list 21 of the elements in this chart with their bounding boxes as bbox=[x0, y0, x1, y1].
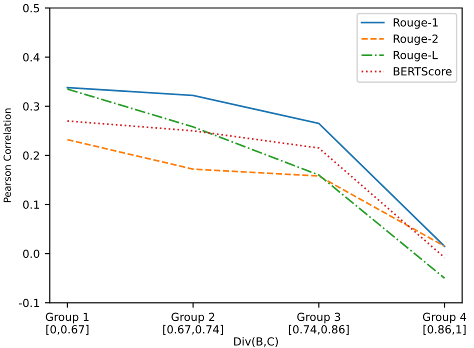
y-tick-label: -0.1 bbox=[18, 298, 40, 308]
x-tick-label: Group 4 [0.86,1] bbox=[422, 312, 466, 335]
line-series bbox=[66, 88, 446, 280]
legend-label: Rouge-1 bbox=[394, 18, 438, 29]
y-axis-title: Pearson Correlation bbox=[3, 108, 11, 202]
y-tick-label: 0.2 bbox=[23, 151, 39, 160]
y-tick-label: 0.3 bbox=[23, 102, 40, 111]
x-tick-label: Group 3 [0.74,0.86] bbox=[288, 312, 349, 335]
legend-label: Rouge-L bbox=[394, 50, 438, 62]
y-tick-label: 0.1 bbox=[23, 200, 40, 209]
line-series bbox=[66, 138, 446, 248]
y-tick-label: 0.5 bbox=[23, 4, 40, 12]
x-tick-label: Group 1 [0,0.67] bbox=[46, 312, 89, 335]
y-tick-label: 0.4 bbox=[23, 53, 40, 62]
legend-label: BERTScore bbox=[394, 67, 452, 76]
y-tick-label: 0.0 bbox=[23, 250, 40, 258]
legend-label: Rouge-2 bbox=[394, 34, 438, 46]
x-axis-title: Div(B,C) bbox=[234, 337, 278, 347]
line-series bbox=[66, 120, 446, 258]
line-series bbox=[66, 86, 446, 248]
x-tick-label: Group 2 [0.67,0.74] bbox=[163, 312, 223, 335]
